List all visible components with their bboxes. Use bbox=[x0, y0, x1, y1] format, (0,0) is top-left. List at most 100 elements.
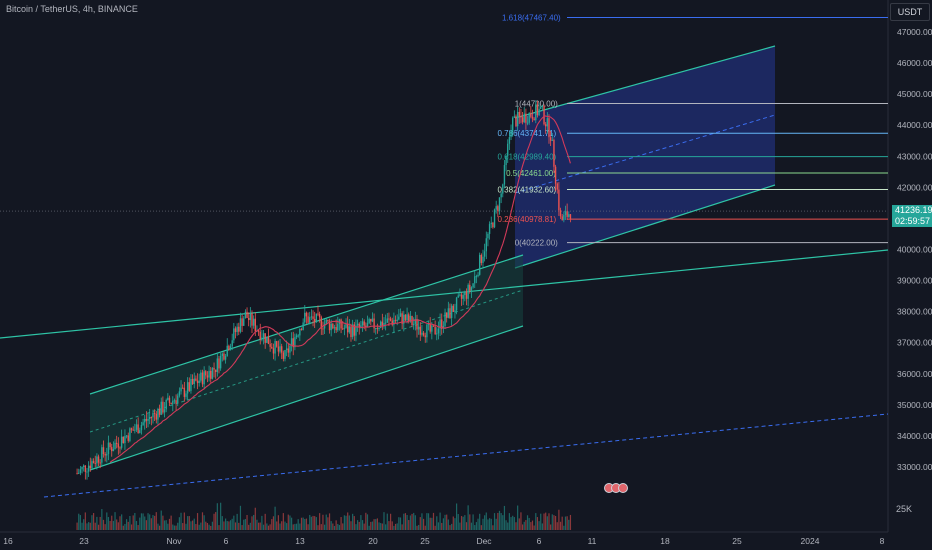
candle-body bbox=[266, 336, 268, 343]
currency-selector[interactable]: USDT bbox=[890, 3, 930, 21]
volume-bar bbox=[101, 509, 103, 530]
volume-bar bbox=[449, 525, 451, 530]
volume-bar bbox=[286, 523, 288, 530]
candle-body bbox=[285, 348, 288, 350]
candle-body bbox=[378, 327, 380, 329]
volume-bar bbox=[500, 513, 502, 530]
volume-bar bbox=[201, 512, 204, 530]
fib-levels: 0(40222.00) 0.236(40978.81) 0.382(41932.60… bbox=[498, 13, 888, 248]
volume-bar bbox=[241, 525, 243, 530]
event-markers[interactable] bbox=[604, 483, 628, 494]
candle-body bbox=[511, 117, 514, 131]
volume-bar bbox=[76, 522, 78, 530]
candle-body bbox=[153, 412, 156, 414]
candle-body bbox=[287, 348, 289, 353]
volume-bar bbox=[375, 519, 377, 530]
volume-bar bbox=[279, 523, 281, 530]
volume-bar bbox=[485, 512, 487, 530]
candle-body bbox=[142, 422, 144, 425]
volume-bar bbox=[127, 521, 129, 530]
volume-bar bbox=[340, 517, 342, 530]
candle-body bbox=[368, 318, 370, 324]
rising-channel-lower bbox=[89, 325, 524, 471]
candle-body bbox=[528, 113, 530, 123]
candle-body bbox=[190, 379, 192, 391]
candle-body bbox=[132, 429, 134, 431]
price-tick-label: 47000.00 bbox=[897, 27, 932, 37]
volume-bar bbox=[304, 518, 306, 530]
volume-bar bbox=[317, 525, 319, 530]
candle-body bbox=[563, 214, 565, 221]
candle-body bbox=[439, 319, 441, 329]
candle-body bbox=[500, 193, 502, 198]
volume-bar bbox=[276, 521, 278, 530]
volume-bar bbox=[533, 525, 535, 530]
candle-body bbox=[416, 318, 418, 330]
volume-bar bbox=[271, 519, 273, 530]
candle-body bbox=[122, 436, 124, 444]
rising-channel-fill bbox=[90, 255, 523, 470]
candle-body bbox=[384, 322, 387, 324]
candle-body bbox=[388, 318, 390, 320]
candle-body bbox=[305, 312, 308, 317]
candle-body bbox=[340, 319, 342, 329]
candle-body bbox=[403, 314, 405, 324]
volume-bar bbox=[406, 514, 408, 530]
volume-bar bbox=[434, 525, 436, 530]
volume-bar bbox=[251, 516, 253, 530]
price-tick-label: 40000.00 bbox=[897, 245, 932, 255]
volume-bar bbox=[149, 514, 151, 530]
volume-bar bbox=[139, 517, 141, 530]
volume-bar bbox=[112, 520, 114, 530]
volume-bar bbox=[348, 515, 350, 530]
candle-body bbox=[477, 274, 479, 277]
candle-body bbox=[257, 330, 260, 332]
candle-body bbox=[564, 211, 567, 215]
volume-bar bbox=[327, 517, 329, 530]
candle-body bbox=[498, 197, 501, 211]
candle-body bbox=[414, 318, 417, 324]
volume-bar bbox=[447, 519, 449, 530]
candle-body bbox=[421, 332, 423, 335]
volume-bar bbox=[389, 513, 392, 530]
candle-body bbox=[533, 118, 535, 121]
volume-bar bbox=[416, 525, 418, 530]
candle-body bbox=[299, 329, 301, 336]
volume-bar bbox=[239, 505, 242, 530]
candle-body bbox=[391, 320, 393, 325]
candle-body bbox=[102, 447, 105, 454]
candle-body bbox=[492, 222, 494, 228]
volume-bar bbox=[508, 513, 510, 530]
candle-body bbox=[386, 318, 388, 323]
volume-bar bbox=[299, 523, 301, 530]
candle-body bbox=[239, 318, 242, 332]
candle-body bbox=[107, 442, 110, 455]
price-tick-label: 35000.00 bbox=[897, 400, 932, 410]
volume-bar bbox=[234, 522, 237, 530]
volume-bar bbox=[426, 513, 428, 530]
candle-body bbox=[234, 328, 237, 333]
candle-body bbox=[163, 409, 166, 413]
volume-bar bbox=[282, 513, 284, 530]
candle-body bbox=[304, 312, 306, 323]
candle-body bbox=[335, 327, 337, 331]
candle-body bbox=[406, 314, 408, 321]
volume-bar bbox=[224, 518, 227, 530]
candle-body bbox=[139, 430, 141, 434]
volume-bar bbox=[361, 520, 364, 530]
candle-body bbox=[371, 318, 374, 322]
volume-bar bbox=[503, 505, 506, 530]
volume-bar bbox=[302, 517, 304, 530]
candle-body bbox=[343, 327, 346, 329]
candle-body bbox=[200, 372, 202, 381]
symbol-title[interactable]: Bitcoin / TetherUS, 4h, BINANCE bbox=[6, 4, 138, 14]
volume-bar bbox=[380, 523, 382, 530]
candle-body bbox=[431, 325, 433, 332]
volume-bar bbox=[261, 515, 263, 530]
volume-bar bbox=[220, 502, 222, 530]
candle-body bbox=[86, 471, 88, 473]
event-marker-icon[interactable] bbox=[618, 483, 628, 493]
volume-bar bbox=[125, 519, 128, 530]
volume-bar bbox=[465, 522, 468, 530]
